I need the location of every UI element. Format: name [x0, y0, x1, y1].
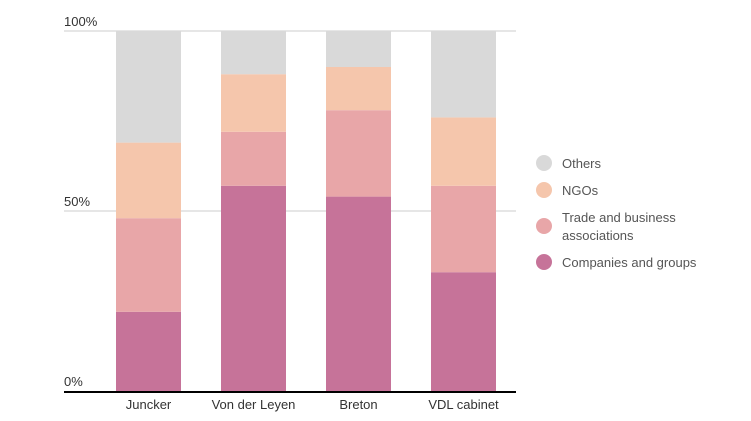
- legend-swatch: [536, 218, 552, 234]
- y-tick-label: 50%: [64, 194, 90, 209]
- bar-segment: [221, 74, 286, 132]
- bar-segment: [326, 67, 391, 111]
- bars-layer: [116, 31, 496, 391]
- bar-segment: [431, 272, 496, 391]
- legend-label-line: Others: [562, 156, 602, 171]
- legend-label-line: associations: [562, 228, 634, 243]
- bar-segment: [221, 185, 286, 391]
- x-tick-label: VDL cabinet: [428, 397, 499, 412]
- legend-swatch: [536, 254, 552, 270]
- bar-segment: [221, 131, 286, 186]
- bar-segment: [116, 218, 181, 312]
- bar-segment: [116, 311, 181, 391]
- legend-label: Trade and business associations: [562, 210, 676, 243]
- bar-segment: [116, 31, 181, 143]
- x-tick-label: Von der Leyen: [212, 397, 296, 412]
- bar-segment: [431, 185, 496, 273]
- bar-segment: [326, 196, 391, 391]
- x-tick-label: Juncker: [126, 397, 172, 412]
- legend: Others NGOs Trade and business associations…: [536, 155, 697, 270]
- legend-label-line: Trade and business: [562, 210, 676, 225]
- legend-label: Others: [562, 156, 602, 171]
- legend-label: Companies and groups: [562, 255, 697, 270]
- bar-segment: [431, 117, 496, 186]
- bar-segment: [326, 31, 391, 67]
- bar-segment: [326, 110, 391, 197]
- axis-layer: 0% 50% 100% Juncker Von der Leyen Breton VDL c…: [64, 14, 516, 412]
- legend-label: NGOs: [562, 183, 599, 198]
- legend-swatch: [536, 182, 552, 198]
- legend-swatch: [536, 155, 552, 171]
- y-tick-label: 0%: [64, 374, 83, 389]
- x-tick-label: Breton: [339, 397, 377, 412]
- bar-segment: [431, 31, 496, 118]
- bar-segment: [221, 31, 286, 75]
- legend-label-line: NGOs: [562, 183, 599, 198]
- bar-segment: [116, 142, 181, 219]
- y-tick-label: 100%: [64, 14, 98, 29]
- legend-label-line: Companies and groups: [562, 255, 697, 270]
